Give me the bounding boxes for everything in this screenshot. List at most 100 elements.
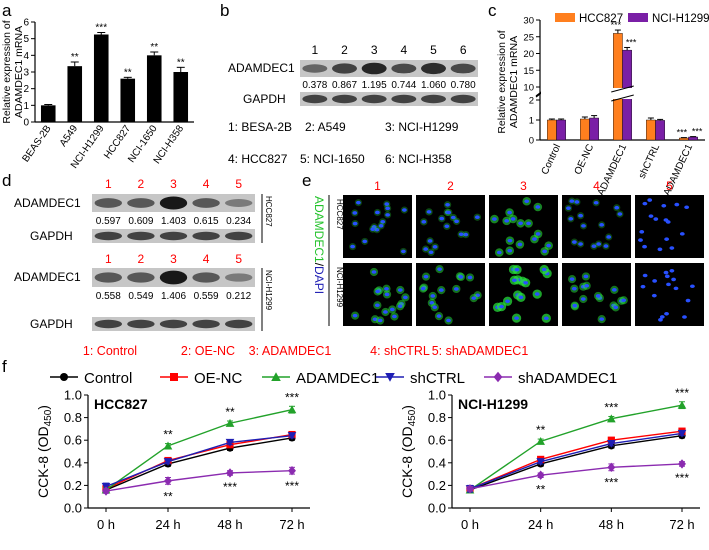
quantification-value: 0.549 — [128, 291, 153, 302]
lane-number: 5 — [666, 179, 673, 193]
lane-number: 2 — [447, 179, 454, 193]
gapdh-blot-band — [302, 94, 328, 104]
nucleus-stain — [657, 247, 663, 252]
nucleus-stain — [471, 296, 477, 300]
gapdh-blot-hcc827-band — [225, 231, 253, 241]
nucleus-stain — [569, 199, 575, 203]
y-axis-label-end: ) — [35, 405, 51, 410]
data-point — [225, 438, 235, 447]
legend-swatch-nci-h1299 — [628, 13, 648, 22]
lane-legend: 3: NCI-H1299 — [385, 120, 459, 134]
y-tick-label: 0.0 — [428, 501, 446, 516]
nucleus-stain — [546, 243, 552, 248]
legend-marker — [271, 372, 281, 381]
nucleus-stain — [659, 315, 665, 319]
y-axis-label-end: ) — [399, 405, 415, 410]
data-point — [102, 486, 110, 496]
significance-label: ** — [177, 57, 185, 68]
nucleus-stain — [642, 273, 648, 278]
y-tick-label: 1 — [529, 116, 534, 127]
nucleus-stain — [423, 247, 429, 251]
lane-legend: 4: HCC827 — [228, 152, 288, 166]
stain-label-blue: DAPI — [312, 266, 326, 294]
cell-line-label: HCC827 — [335, 199, 344, 230]
nucleus-stain — [397, 304, 403, 309]
data-point — [287, 405, 297, 414]
y-tick-label: 4 — [23, 51, 29, 62]
data-point — [163, 458, 173, 466]
nucleus-stain — [584, 283, 590, 288]
y-axis-label: CCK-8 (OD450) — [35, 405, 54, 498]
nucleus-stain — [593, 200, 599, 205]
x-tick-label: Control — [540, 143, 564, 177]
x-tick-label: 0 h — [97, 517, 115, 532]
nucleus-stain — [603, 244, 609, 248]
series-line-adamdec1 — [469, 404, 683, 491]
y-tick-label: 0.2 — [64, 478, 82, 493]
nucleus-stain — [682, 315, 687, 319]
nucleus-stain — [514, 316, 519, 320]
legend-marker — [385, 373, 395, 382]
cell-line-label: NCI-H1299 — [264, 270, 273, 311]
y-tick-label: 0 — [529, 136, 534, 147]
x-tick-label: 24 h — [528, 517, 553, 532]
adamdec1-blot-band — [332, 63, 357, 74]
y-tick-label: 10 — [523, 83, 534, 94]
nucleus-stain — [574, 200, 580, 204]
nucleus-stain — [669, 246, 675, 250]
nucleus-stain — [389, 307, 395, 312]
y-tick-label: 6 — [23, 18, 29, 29]
nucleus-stain — [492, 217, 497, 221]
nucleus-stain — [599, 223, 605, 227]
significance-label: *** — [626, 37, 637, 47]
axis-break-gap — [541, 88, 706, 99]
nucleus-stain — [647, 198, 653, 202]
data-point — [287, 432, 297, 440]
significance-label: *** — [95, 23, 107, 34]
nucleus-stain — [621, 298, 627, 303]
legend-label: shCTRL — [410, 370, 465, 387]
panel-label-a: a — [2, 1, 12, 20]
nucleus-stain — [568, 217, 574, 221]
quantification-value: 0.378 — [302, 80, 327, 91]
significance-label: *** — [604, 400, 618, 414]
series-line-adamdec1 — [105, 409, 293, 491]
y-tick-label: 0.4 — [64, 455, 82, 470]
nucleus-stain — [679, 232, 685, 236]
y-axis-label-main: CCK-8 (OD — [35, 426, 51, 498]
quantification-value: 0.234 — [226, 216, 251, 227]
x-tick-label: 24 h — [155, 517, 180, 532]
gapdh-blot-hcc827-band — [159, 231, 188, 241]
nucleus-stain — [661, 203, 667, 208]
nucleus-stain — [432, 245, 438, 249]
quantification-value: 1.403 — [161, 216, 186, 227]
nucleus-stain — [666, 282, 671, 287]
y-tick-label: 2 — [23, 84, 29, 95]
series-line-control — [469, 434, 683, 491]
chart-title: NCI-H1299 — [458, 396, 528, 412]
data-point — [607, 462, 616, 472]
nucleus-stain — [402, 295, 408, 300]
nucleus-stain — [350, 244, 356, 249]
y-tick-label: 20 — [523, 49, 534, 60]
nucleus-stain — [534, 292, 540, 296]
significance-label: ** — [163, 428, 173, 442]
nucleus-stain — [524, 199, 530, 204]
y-axis-label-main: CCK-8 (OD — [399, 426, 415, 498]
lane-number: 2 — [138, 252, 145, 266]
nucleus-stain — [658, 318, 663, 322]
series-line-shadamdec1 — [469, 463, 683, 490]
y-tick-label: 0.6 — [64, 433, 82, 448]
lane-number: 3 — [371, 43, 378, 57]
nucleus-stain — [526, 221, 531, 226]
adamdec1-blot-nci-h1299-band — [159, 270, 188, 285]
bar-hcc827 — [613, 33, 623, 141]
bar — [146, 55, 162, 123]
quantification-value: 0.559 — [194, 291, 219, 302]
gapdh-blot-band — [332, 94, 357, 104]
cell-line-label: HCC827 — [264, 196, 273, 227]
gapdh-blot-nci-h1299-band — [127, 319, 155, 329]
adamdec1-blot-nci-h1299-band — [94, 272, 122, 283]
lane-number: 4 — [593, 179, 600, 193]
